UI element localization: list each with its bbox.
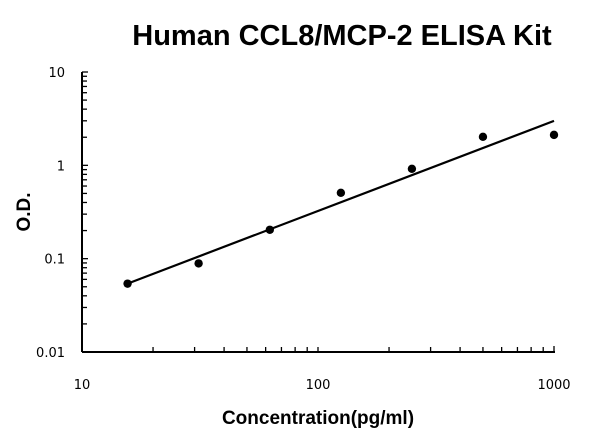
data-point bbox=[549, 130, 559, 140]
axes bbox=[81, 72, 555, 353]
y-axis-title: O.D. bbox=[14, 192, 35, 231]
chart-title: Human CCL8/MCP-2 ELISA Kit bbox=[0, 20, 600, 53]
y-tick-label: 0.1 bbox=[44, 253, 65, 268]
data-point bbox=[265, 225, 275, 234]
y-tick-label: 0.01 bbox=[36, 346, 65, 361]
data-point bbox=[194, 259, 203, 268]
data-point bbox=[407, 164, 417, 174]
fit-line bbox=[127, 119, 555, 285]
x-axis-title: Concentration(pg/ml) bbox=[222, 408, 414, 429]
x-tick-label: 1000 bbox=[537, 378, 570, 393]
y-tick-label: 10 bbox=[48, 66, 65, 81]
data-point bbox=[123, 279, 132, 288]
fit-line-path bbox=[127, 119, 555, 285]
chart-title-text: Human CCL8/MCP-2 ELISA Kit bbox=[132, 20, 552, 52]
axis-ticks bbox=[81, 71, 555, 353]
tick-labels: 0.01 0.1 1 10 10 100 1000 bbox=[36, 66, 571, 393]
data-points bbox=[123, 130, 559, 288]
y-tick-label: 1 bbox=[57, 159, 65, 174]
x-tick-label: 100 bbox=[306, 378, 331, 393]
x-tick-label: 10 bbox=[74, 378, 91, 393]
data-point bbox=[478, 132, 488, 142]
data-point bbox=[336, 188, 346, 197]
